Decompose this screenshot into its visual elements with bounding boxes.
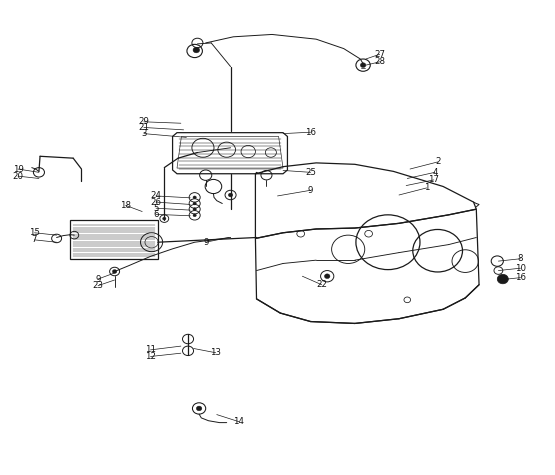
Circle shape (497, 275, 508, 284)
Text: 9: 9 (308, 186, 314, 195)
Circle shape (112, 270, 117, 274)
Circle shape (499, 276, 507, 282)
Text: 8: 8 (518, 254, 523, 263)
Text: 13: 13 (210, 348, 221, 357)
Text: 11: 11 (145, 345, 156, 354)
Text: 27: 27 (374, 50, 385, 59)
Text: 4: 4 (432, 168, 438, 177)
Circle shape (193, 47, 200, 53)
Text: 1: 1 (424, 183, 430, 192)
Text: 16: 16 (515, 273, 526, 282)
Circle shape (193, 196, 196, 199)
Text: 22: 22 (316, 280, 327, 289)
Text: 3: 3 (141, 129, 147, 138)
Text: 2: 2 (435, 157, 441, 166)
Text: 19: 19 (13, 164, 23, 173)
Circle shape (360, 63, 366, 67)
Text: 12: 12 (145, 352, 156, 361)
Circle shape (228, 193, 233, 197)
Circle shape (325, 274, 330, 278)
Circle shape (193, 214, 196, 217)
Text: 9: 9 (95, 275, 100, 284)
Text: 23: 23 (93, 281, 104, 290)
Text: 18: 18 (120, 201, 131, 210)
Text: 24: 24 (150, 191, 162, 200)
Text: 25: 25 (305, 168, 316, 177)
Text: 17: 17 (428, 175, 439, 184)
Text: 28: 28 (374, 57, 385, 67)
Circle shape (193, 208, 196, 210)
Circle shape (163, 217, 166, 220)
Text: 20: 20 (12, 171, 23, 180)
Text: 10: 10 (515, 264, 526, 273)
Text: 21: 21 (138, 123, 149, 132)
Text: 14: 14 (233, 417, 244, 426)
Circle shape (196, 406, 202, 411)
Text: 16: 16 (305, 128, 316, 137)
Text: 26: 26 (150, 198, 162, 207)
Text: 15: 15 (29, 228, 40, 238)
Text: 7: 7 (32, 235, 37, 244)
Text: 29: 29 (138, 117, 149, 126)
Text: 9: 9 (203, 238, 208, 247)
Circle shape (193, 202, 196, 205)
Text: 6: 6 (153, 210, 159, 219)
Text: 5: 5 (153, 204, 159, 213)
